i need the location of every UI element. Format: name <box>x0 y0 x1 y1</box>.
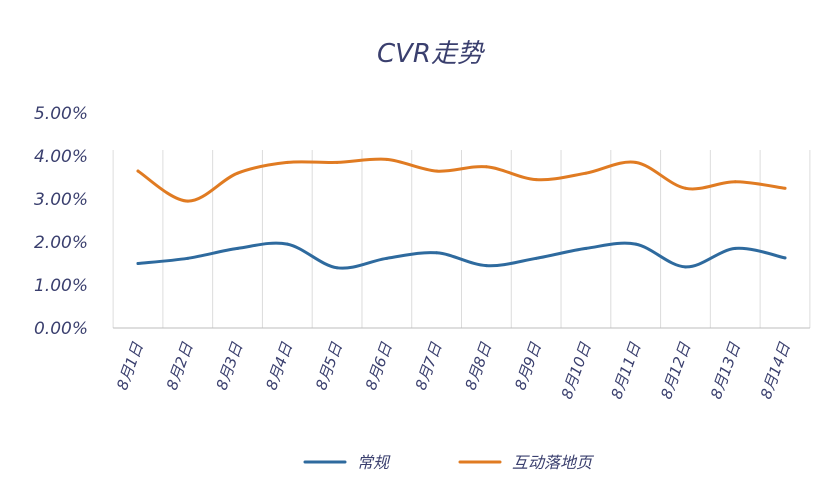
data-point <box>385 157 389 161</box>
x-tick-label: 8月13日 <box>707 339 744 401</box>
data-point <box>634 242 638 246</box>
data-point <box>136 262 140 265</box>
data-point <box>733 180 737 184</box>
data-point <box>285 242 289 246</box>
data-point <box>683 186 687 190</box>
y-tick-label: 3.00% <box>34 190 88 210</box>
data-point <box>484 264 488 268</box>
y-tick-label: 5.00% <box>34 104 88 124</box>
y-tick-label: 4.00% <box>34 147 88 167</box>
data-point <box>435 251 439 255</box>
y-axis-ticks: 0.00% 1.00% 2.00% 3.00% 4.00% 5.00% <box>34 104 88 339</box>
y-tick-label: 2.00% <box>34 233 88 253</box>
x-axis-ticks: 8月1日 8月2日 8月3日 8月4日 8月5日 8月6日 8月7日 8月8日 8月9日 8月10… <box>113 339 794 401</box>
legend-label: 常规 <box>357 453 391 472</box>
x-tick-label: 8月7日 <box>412 339 446 392</box>
data-point <box>186 199 190 203</box>
legend: 常规 互动落地页 <box>303 453 595 472</box>
data-point <box>335 266 339 270</box>
series-line-interactive <box>136 157 787 203</box>
x-tick-label: 8月1日 <box>113 339 147 392</box>
x-tick-label: 8月10日 <box>558 339 595 401</box>
data-point <box>186 256 190 260</box>
x-tick-label: 8月9日 <box>511 339 545 392</box>
data-point <box>484 165 488 169</box>
series-lines <box>136 157 787 270</box>
data-point <box>584 171 588 175</box>
legend-label: 互动落地页 <box>512 453 595 472</box>
x-tick-label: 8月6日 <box>362 339 396 392</box>
data-point <box>385 256 389 260</box>
data-point <box>435 169 439 173</box>
data-point <box>534 178 538 182</box>
data-point <box>335 160 339 164</box>
y-tick-label: 0.00% <box>34 319 88 339</box>
x-tick-label: 8月2日 <box>163 339 197 392</box>
chart-title: CVR走势 <box>377 39 486 69</box>
data-point <box>783 186 787 190</box>
data-point <box>683 265 687 269</box>
data-point <box>634 160 638 164</box>
data-point <box>236 171 240 175</box>
data-point <box>136 169 140 173</box>
data-point <box>534 256 538 260</box>
data-point <box>236 246 240 250</box>
data-point <box>783 256 787 260</box>
data-point <box>733 246 737 250</box>
series-line-regular <box>136 241 787 270</box>
x-tick-label: 8月11日 <box>607 339 644 401</box>
data-point <box>584 246 588 250</box>
x-tick-label: 8月12日 <box>657 339 694 401</box>
grid-lines <box>112 150 811 329</box>
x-tick-label: 8月14日 <box>757 339 794 401</box>
x-tick-label: 8月4日 <box>262 339 296 392</box>
x-tick-label: 8月5日 <box>312 339 346 392</box>
x-tick-label: 8月8日 <box>461 339 495 392</box>
x-tick-label: 8月3日 <box>213 339 247 392</box>
y-tick-label: 1.00% <box>34 276 88 296</box>
data-point <box>285 160 289 164</box>
